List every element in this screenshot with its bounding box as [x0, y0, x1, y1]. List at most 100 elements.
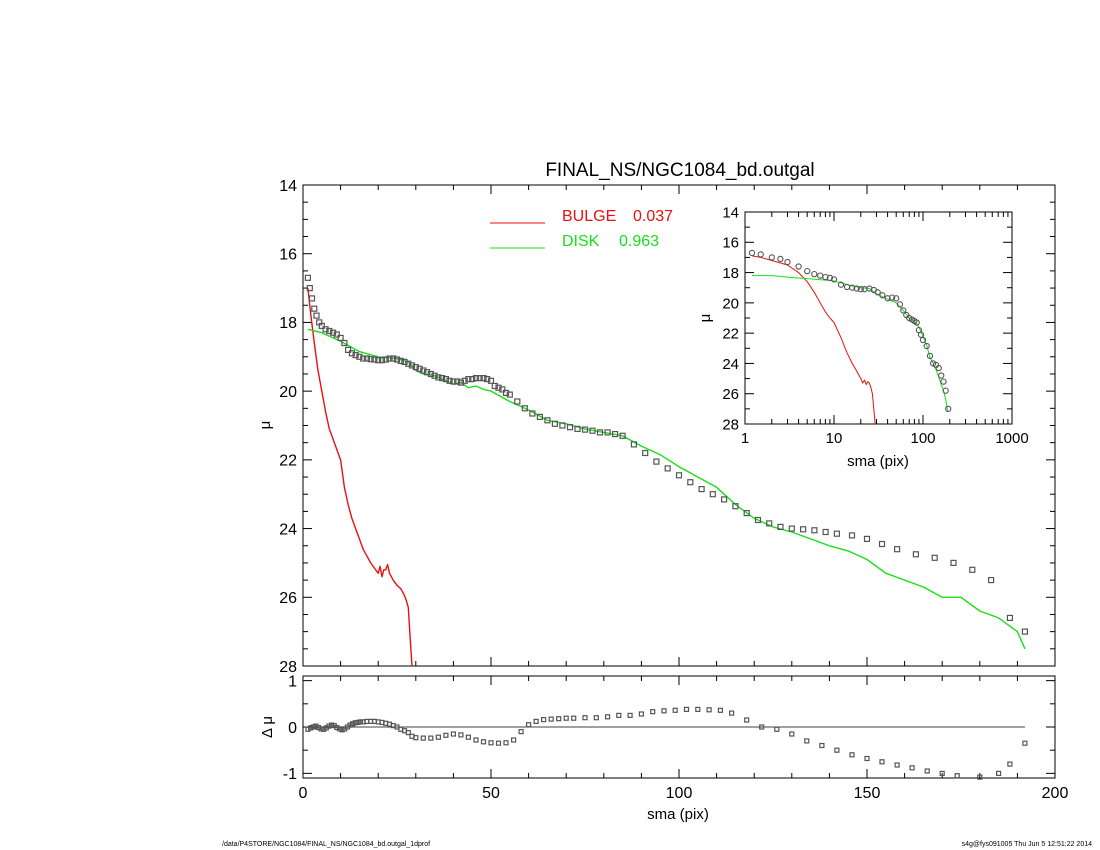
residual-point [977, 774, 983, 780]
resid-x-tick-label: 200 [1042, 785, 1069, 802]
legend-label-disk: DISK [562, 233, 600, 250]
main-axes: 14 16 18 20 22 24 26 28 [279, 178, 1056, 676]
data-point [687, 479, 694, 486]
residual-point [307, 725, 314, 731]
residual-point [638, 711, 645, 717]
data-point [581, 426, 589, 433]
data-point [367, 356, 374, 363]
data-point [1006, 614, 1014, 622]
residual-point [326, 723, 332, 729]
residual-point [352, 720, 358, 726]
inset-data-point [757, 251, 764, 258]
residual-point [627, 712, 633, 719]
residual-point [744, 717, 750, 723]
residual-point [759, 724, 765, 730]
data-point [514, 398, 521, 405]
residual-point [480, 739, 487, 745]
data-point [566, 424, 574, 431]
data-point [454, 378, 461, 385]
data-point [878, 540, 886, 548]
data-point [630, 441, 638, 448]
inset-data-point [884, 295, 891, 302]
data-point [574, 425, 581, 432]
residual-point [518, 728, 524, 735]
inset-y-tick-label: 14 [722, 204, 739, 221]
inset-x-axis-label: sma (pix) [847, 453, 909, 470]
data-point [356, 353, 363, 360]
residual-point [420, 735, 426, 741]
inset-data-point [768, 254, 775, 261]
residual-point [804, 738, 810, 744]
residual-point [571, 715, 577, 721]
inset-data-point [923, 342, 930, 350]
inset-data-point [822, 273, 829, 281]
residual-point [1007, 761, 1013, 767]
data-point [611, 431, 619, 438]
residual-point [339, 727, 345, 733]
inset-y-tick-label: 22 [722, 326, 739, 343]
data-point [322, 326, 329, 333]
residual-point [473, 737, 479, 743]
inset-data-point [784, 258, 791, 266]
data-point [754, 516, 762, 524]
data-point [495, 384, 502, 391]
data-point [596, 429, 604, 436]
data-point [969, 566, 976, 573]
data-point [427, 370, 434, 378]
inset-panel: 1 10 100 1000 14 16 18 20 22 24 26 28 sma (pix) μ [697, 204, 1029, 470]
residual-point [650, 709, 656, 715]
residual-point [548, 716, 554, 722]
residual-point [864, 755, 870, 762]
data-point [408, 362, 416, 369]
data-point [709, 491, 716, 498]
resid-x-tick-label: 0 [299, 785, 308, 802]
footer-timestamp: s4g@fys091005 Thu Jun 5 12:51:22 2014 [961, 841, 1092, 848]
data-point [386, 355, 393, 362]
legend: BULGE 0.037 DISK 0.963 [490, 208, 673, 250]
inset-data-point [748, 249, 756, 257]
residual-point [604, 714, 611, 720]
data-point [604, 429, 611, 436]
data-point [375, 357, 382, 364]
data-point [1021, 628, 1029, 635]
data-point [931, 554, 938, 561]
data-point [304, 274, 311, 281]
inset-data-point [777, 255, 784, 263]
residual-point [503, 740, 509, 746]
data-point [811, 527, 818, 534]
data-point [461, 377, 468, 384]
inset-series [748, 249, 952, 425]
residual-point [894, 762, 900, 768]
data-point [799, 526, 807, 533]
data-point [720, 496, 728, 503]
data-point [352, 352, 359, 359]
inset-plot-frame [744, 211, 1013, 425]
data-point [337, 334, 344, 341]
inset-data-point [919, 336, 927, 344]
residual-point [533, 718, 539, 725]
residual-point [582, 715, 588, 721]
residual-point [939, 770, 945, 777]
residual-point [357, 719, 364, 725]
residual-point [525, 722, 532, 728]
data-point [521, 405, 528, 412]
data-point [472, 375, 480, 382]
residual-point [435, 734, 441, 740]
inset-data-point [888, 294, 896, 301]
residual-point [834, 747, 840, 753]
data-point [412, 364, 419, 371]
data-point [446, 377, 453, 384]
data-point [442, 376, 449, 383]
inset-y-tick-label: 18 [722, 265, 739, 282]
data-point [559, 422, 566, 429]
data-point [893, 546, 901, 553]
data-point [424, 369, 431, 376]
residual-point [924, 768, 930, 774]
residual-series [305, 706, 1028, 780]
inset-data-point [879, 292, 886, 299]
data-point [405, 360, 412, 367]
residual-axes: 0 50 100 150 200-101 [283, 673, 1069, 802]
data-point [484, 376, 491, 383]
data-point [529, 410, 536, 417]
data-point [306, 285, 313, 292]
